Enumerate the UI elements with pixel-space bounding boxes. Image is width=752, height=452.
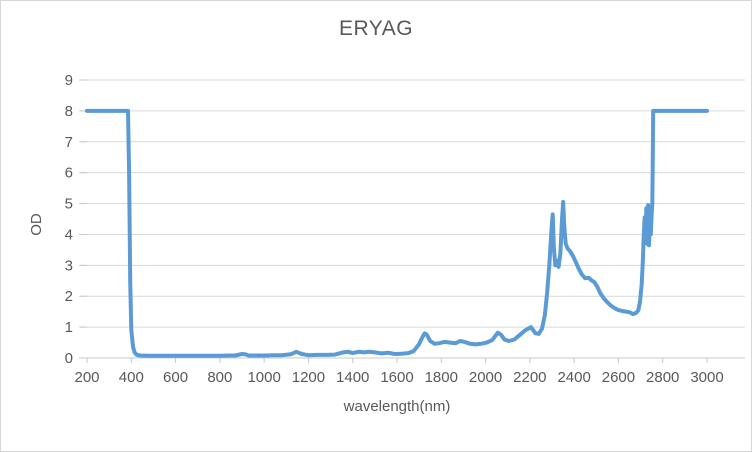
x-tick-label: 800: [207, 369, 232, 386]
y-tick-label: 9: [65, 72, 73, 89]
x-tick-label: 400: [119, 369, 144, 386]
x-tick-label: 1000: [247, 369, 280, 386]
y-tick-label: 2: [65, 288, 73, 305]
y-tick-label: 3: [65, 257, 73, 274]
x-tick-label: 200: [74, 369, 99, 386]
y-tick-label: 8: [65, 103, 73, 120]
y-tick-label: 1: [65, 319, 73, 336]
x-tick-label: 1800: [425, 369, 458, 386]
x-tick-label: 1400: [336, 369, 369, 386]
y-tick-label: 7: [65, 134, 73, 151]
chart-title: ERYAG: [338, 17, 414, 40]
x-tick-label: 1200: [292, 369, 325, 386]
y-tick-label: 5: [65, 196, 73, 213]
x-axis-title: wavelength(nm): [343, 398, 451, 415]
x-tick-label: 2600: [602, 369, 635, 386]
x-tick-label: 2800: [646, 369, 679, 386]
x-tick-label: 2400: [557, 369, 590, 386]
y-tick-label: 6: [65, 165, 73, 182]
y-axis-title: OD: [27, 213, 45, 236]
x-tick-label: 2000: [469, 369, 502, 386]
y-tick-label: 4: [65, 226, 73, 243]
x-tick-label: 600: [163, 369, 188, 386]
series-line: [85, 108, 709, 358]
x-tick-label: 3000: [690, 369, 723, 386]
x-tick-label: 1600: [380, 369, 413, 386]
y-tick-label: 0: [65, 350, 73, 367]
x-tick-label: 2200: [513, 369, 546, 386]
